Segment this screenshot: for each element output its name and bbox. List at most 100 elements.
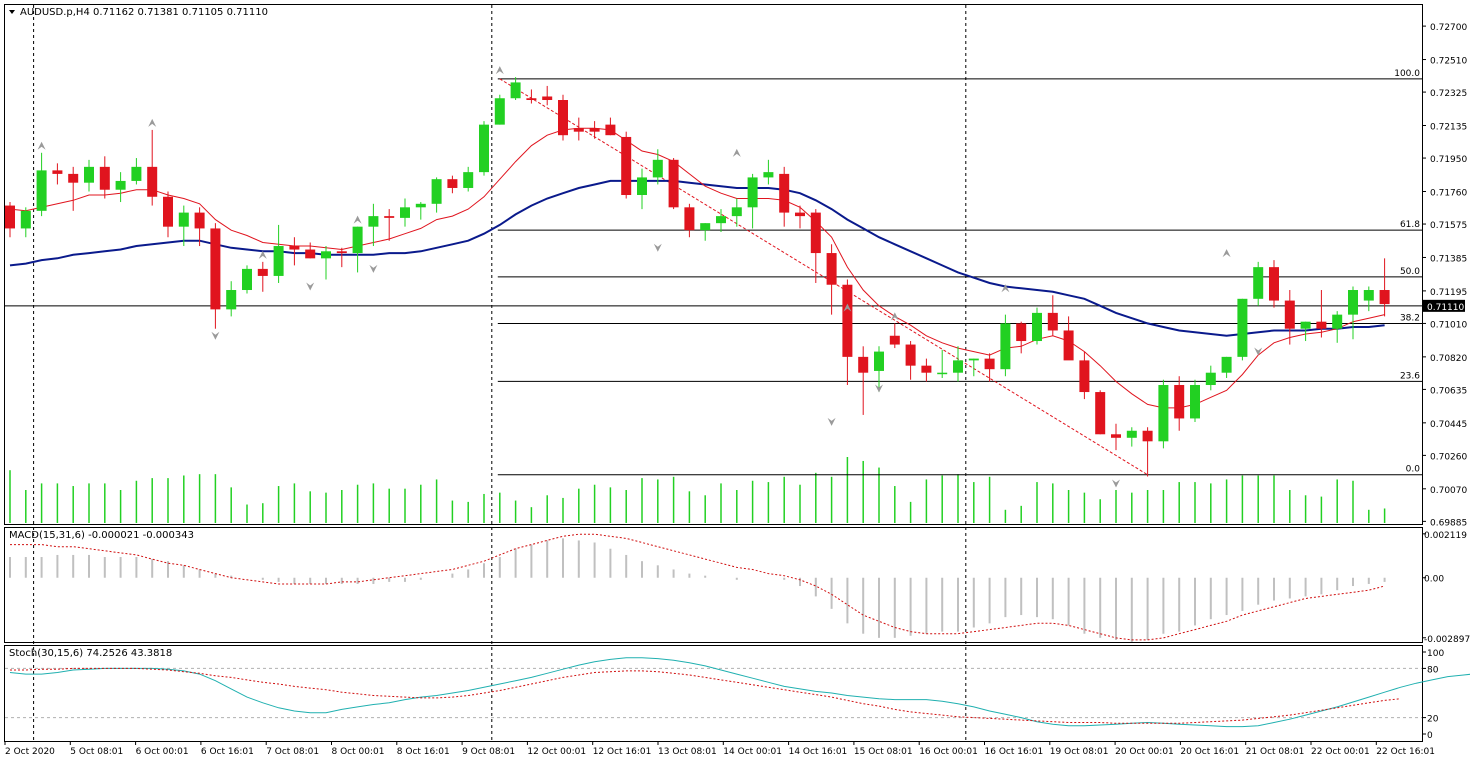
candle (1205, 365, 1216, 391)
price-tick-label: 0.70260 (1430, 452, 1467, 462)
fibonacci-retracement[interactable]: 100.0 61.8 50.0 38.2 23.6 0.0 (5, 69, 1422, 476)
candle (621, 131, 632, 199)
candle (652, 149, 663, 185)
ma-fast-line (9, 127, 1385, 409)
fractal-up-icon (1222, 249, 1231, 258)
candle (131, 158, 142, 185)
candle-body (447, 179, 458, 188)
candle-body (115, 180, 126, 190)
candle-body (163, 196, 173, 227)
candle-body (384, 216, 395, 218)
stoch-title: Stoch(30,15,6) 74.2526 43.3818 (9, 648, 172, 659)
time-tick-label: 2 Oct 2020 (5, 747, 55, 757)
macd-title: MACD(15,31,6) -0.000021 -0.000343 (9, 530, 194, 541)
fib-level-label: 50.0 (1400, 267, 1420, 277)
fractal-markers (37, 66, 1263, 488)
candle-body (668, 159, 679, 208)
candle-body (99, 166, 110, 190)
time-tick-label: 14 Oct 16:01 (789, 747, 848, 757)
fractal-up-icon (732, 148, 741, 157)
candle-body (921, 365, 932, 373)
candle-body (1000, 323, 1011, 370)
chart-menu-triangle-icon[interactable] (9, 10, 15, 14)
time-tick-label: 8 Oct 16:01 (397, 747, 450, 757)
candle-body (700, 223, 711, 231)
price-tick-label: 0.70070 (1430, 486, 1467, 496)
fractal-up-icon (148, 118, 157, 127)
candle (921, 358, 932, 382)
candle (479, 121, 489, 176)
candle-body (589, 128, 600, 132)
price-tick-label: 0.71385 (1430, 254, 1467, 264)
candle-body (210, 228, 221, 310)
candle-body (1047, 312, 1058, 331)
candle (589, 121, 600, 139)
candle (1000, 314, 1011, 377)
stoch-signal-line (10, 667, 1401, 724)
candle (99, 156, 110, 199)
candle (400, 198, 410, 227)
fractal-down-icon (306, 282, 315, 291)
price-tick-label: 0.71010 (1430, 320, 1467, 330)
candle (842, 279, 853, 386)
macd-tick-label: 0.002119 (1424, 531, 1467, 541)
candle (242, 265, 252, 294)
candle (826, 244, 837, 315)
candle (178, 205, 189, 247)
candle-body (36, 170, 47, 211)
time-tick-label: 22 Oct 00:01 (1311, 747, 1370, 757)
candle-body (826, 253, 837, 285)
candle-body (1142, 430, 1153, 442)
candle-body (273, 246, 284, 276)
fib-level-label: 100.0 (1394, 69, 1420, 79)
candle-body (716, 216, 726, 224)
time-tick-label: 19 Oct 08:01 (1050, 747, 1109, 757)
time-tick-label: 6 Oct 00:01 (136, 747, 189, 757)
price-tick-label: 0.72700 (1430, 23, 1467, 33)
time-tick-label: 7 Oct 08:01 (266, 747, 319, 757)
fractal-down-icon (211, 331, 220, 340)
candle (84, 159, 94, 192)
macd-tick-label: -0.002897 (1424, 635, 1470, 645)
candle-body (305, 249, 316, 259)
candle (874, 346, 884, 393)
time-tick-label: 16 Oct 16:01 (985, 747, 1044, 757)
candle-body (874, 351, 884, 371)
fractal-up-icon (353, 215, 362, 224)
candle (194, 207, 205, 247)
candle (289, 237, 300, 266)
candle (747, 173, 758, 229)
candle-body (558, 100, 568, 136)
candle-body (1079, 360, 1090, 393)
candle (905, 341, 916, 380)
fractal-down-icon (1112, 479, 1120, 488)
fractal-up-icon (495, 66, 504, 75)
candle-body (20, 210, 31, 229)
candle (463, 166, 474, 192)
candle-body (242, 268, 252, 291)
candle (542, 85, 553, 106)
time-tick-label: 14 Oct 00:01 (723, 747, 782, 757)
time-tick-label: 12 Oct 16:01 (593, 747, 652, 757)
candle-body (542, 96, 553, 101)
moving-averages (9, 127, 1385, 409)
price-tick-label: 0.70820 (1430, 354, 1467, 364)
price-tick-label: 0.71950 (1430, 155, 1467, 165)
fractal-up-icon (37, 141, 46, 150)
candle (1047, 295, 1058, 336)
candle (1237, 298, 1248, 361)
trend-line[interactable] (499, 78, 1148, 476)
price-tick-label: 0.70635 (1430, 386, 1467, 396)
candle-body (526, 98, 537, 101)
candle (447, 175, 458, 194)
time-tick-label: 15 Oct 08:01 (854, 747, 913, 757)
candle-body (1126, 430, 1137, 438)
price-tick-label: 0.71760 (1430, 188, 1467, 198)
candle (1363, 286, 1374, 312)
candle (1111, 423, 1121, 451)
trend-line-segment[interactable] (499, 78, 1148, 476)
candle (668, 158, 679, 210)
candle (795, 205, 805, 229)
